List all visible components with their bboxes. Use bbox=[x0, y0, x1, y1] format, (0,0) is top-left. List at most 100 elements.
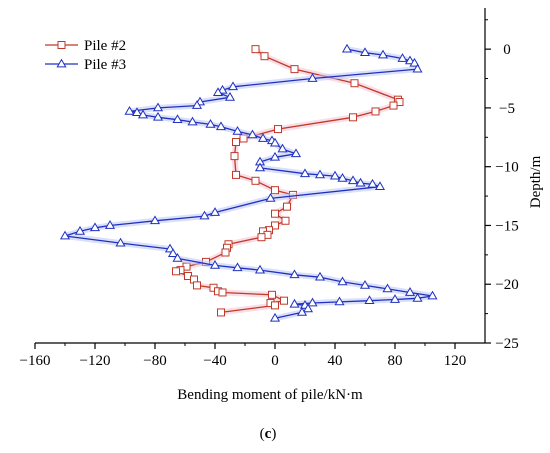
data-point bbox=[314, 271, 326, 281]
data-point bbox=[271, 186, 279, 195]
data-point bbox=[232, 138, 240, 146]
data-point bbox=[224, 91, 236, 101]
data-point bbox=[217, 308, 225, 317]
data-point bbox=[290, 65, 299, 74]
y-tick-label: −25 bbox=[495, 336, 518, 352]
x-tick-label: −160 bbox=[20, 353, 51, 369]
data-point bbox=[283, 202, 291, 211]
data-point bbox=[280, 296, 288, 305]
data-point bbox=[347, 175, 359, 185]
data-point bbox=[193, 281, 201, 290]
data-point bbox=[205, 118, 216, 128]
data-point bbox=[329, 170, 341, 180]
x-tick-label: 120 bbox=[444, 353, 467, 369]
data-point bbox=[269, 312, 281, 322]
data-point bbox=[397, 53, 408, 62]
data-point bbox=[374, 181, 386, 191]
x-tick-label: −80 bbox=[143, 353, 166, 369]
data-point bbox=[217, 84, 228, 94]
data-point bbox=[59, 230, 71, 240]
data-point bbox=[247, 129, 258, 139]
data-point bbox=[277, 143, 288, 153]
data-point bbox=[349, 113, 357, 122]
legend-label: Pile #3 bbox=[84, 57, 126, 73]
axes-layer: −160 −120 −80 −40 0 40 80 120 0 −5 −10 −15 −20 −25 bbox=[20, 8, 519, 369]
data-point bbox=[191, 100, 203, 109]
data-point bbox=[271, 221, 279, 230]
data-point bbox=[364, 295, 375, 305]
data-point bbox=[389, 294, 401, 303]
data-point bbox=[149, 215, 161, 225]
data-point bbox=[290, 148, 302, 158]
data-point bbox=[209, 260, 221, 269]
panel-label: (c) bbox=[260, 426, 277, 442]
data-point bbox=[152, 102, 164, 112]
y-tick-label: −20 bbox=[495, 277, 518, 293]
data-point bbox=[115, 237, 126, 247]
data-point bbox=[254, 162, 266, 172]
data-point bbox=[389, 101, 398, 110]
series-pile-3 bbox=[59, 43, 438, 322]
data-point bbox=[404, 287, 416, 296]
data-point bbox=[172, 252, 183, 262]
data-point bbox=[257, 233, 266, 242]
data-point bbox=[251, 45, 260, 54]
data-point bbox=[167, 248, 179, 258]
data-point bbox=[269, 137, 281, 147]
data-point bbox=[89, 222, 101, 232]
data-point bbox=[307, 73, 318, 82]
data-point bbox=[268, 290, 276, 299]
data-point bbox=[232, 262, 243, 272]
data-point bbox=[409, 57, 420, 67]
data-point bbox=[302, 303, 314, 313]
data-point bbox=[281, 216, 290, 225]
y-axis-label: Depth/m bbox=[528, 155, 544, 208]
data-point bbox=[289, 269, 300, 279]
x-tick-label: 40 bbox=[328, 353, 343, 369]
data-point bbox=[412, 292, 423, 302]
data-point bbox=[251, 176, 260, 185]
data-point bbox=[299, 168, 311, 178]
legend-swatch-marker bbox=[56, 58, 67, 68]
data-point bbox=[172, 114, 183, 124]
data-point bbox=[427, 290, 438, 300]
y-tick-label: −10 bbox=[495, 160, 518, 176]
data-point bbox=[215, 121, 227, 131]
data-point bbox=[131, 107, 143, 116]
data-point bbox=[337, 276, 348, 286]
y-tick-label: 0 bbox=[503, 42, 511, 58]
data-point bbox=[209, 207, 221, 216]
y-tick-label: −15 bbox=[495, 218, 518, 234]
x-axis-label: Bending moment of pile/kN·m bbox=[177, 387, 363, 403]
data-point bbox=[382, 283, 393, 293]
data-point bbox=[314, 169, 326, 179]
data-point bbox=[404, 55, 416, 65]
data-point bbox=[337, 173, 348, 182]
data-point bbox=[350, 79, 359, 88]
data-point bbox=[172, 267, 180, 276]
data-point bbox=[289, 298, 300, 308]
data-point bbox=[271, 301, 279, 310]
data-point bbox=[74, 225, 86, 235]
data-point bbox=[152, 111, 164, 121]
data-point bbox=[271, 209, 279, 218]
data-point bbox=[334, 296, 345, 306]
data-point bbox=[265, 193, 276, 202]
data-point bbox=[104, 220, 116, 229]
data-point bbox=[218, 288, 227, 297]
legend-item-pile-2: Pile #2 bbox=[45, 38, 126, 54]
legend: Pile #2 Pile #3 bbox=[45, 38, 126, 73]
data-point bbox=[359, 47, 371, 57]
data-point bbox=[371, 107, 380, 116]
x-tick-label: 80 bbox=[388, 353, 403, 369]
data-point bbox=[230, 152, 239, 161]
data-point bbox=[212, 87, 224, 96]
x-tick-label: 0 bbox=[271, 353, 279, 369]
data-point bbox=[296, 307, 308, 316]
data-point bbox=[187, 116, 198, 126]
data-point bbox=[227, 81, 239, 91]
x-tick-label: −120 bbox=[80, 353, 111, 369]
data-point bbox=[124, 106, 135, 115]
legend-item-pile-3: Pile #3 bbox=[45, 57, 126, 73]
